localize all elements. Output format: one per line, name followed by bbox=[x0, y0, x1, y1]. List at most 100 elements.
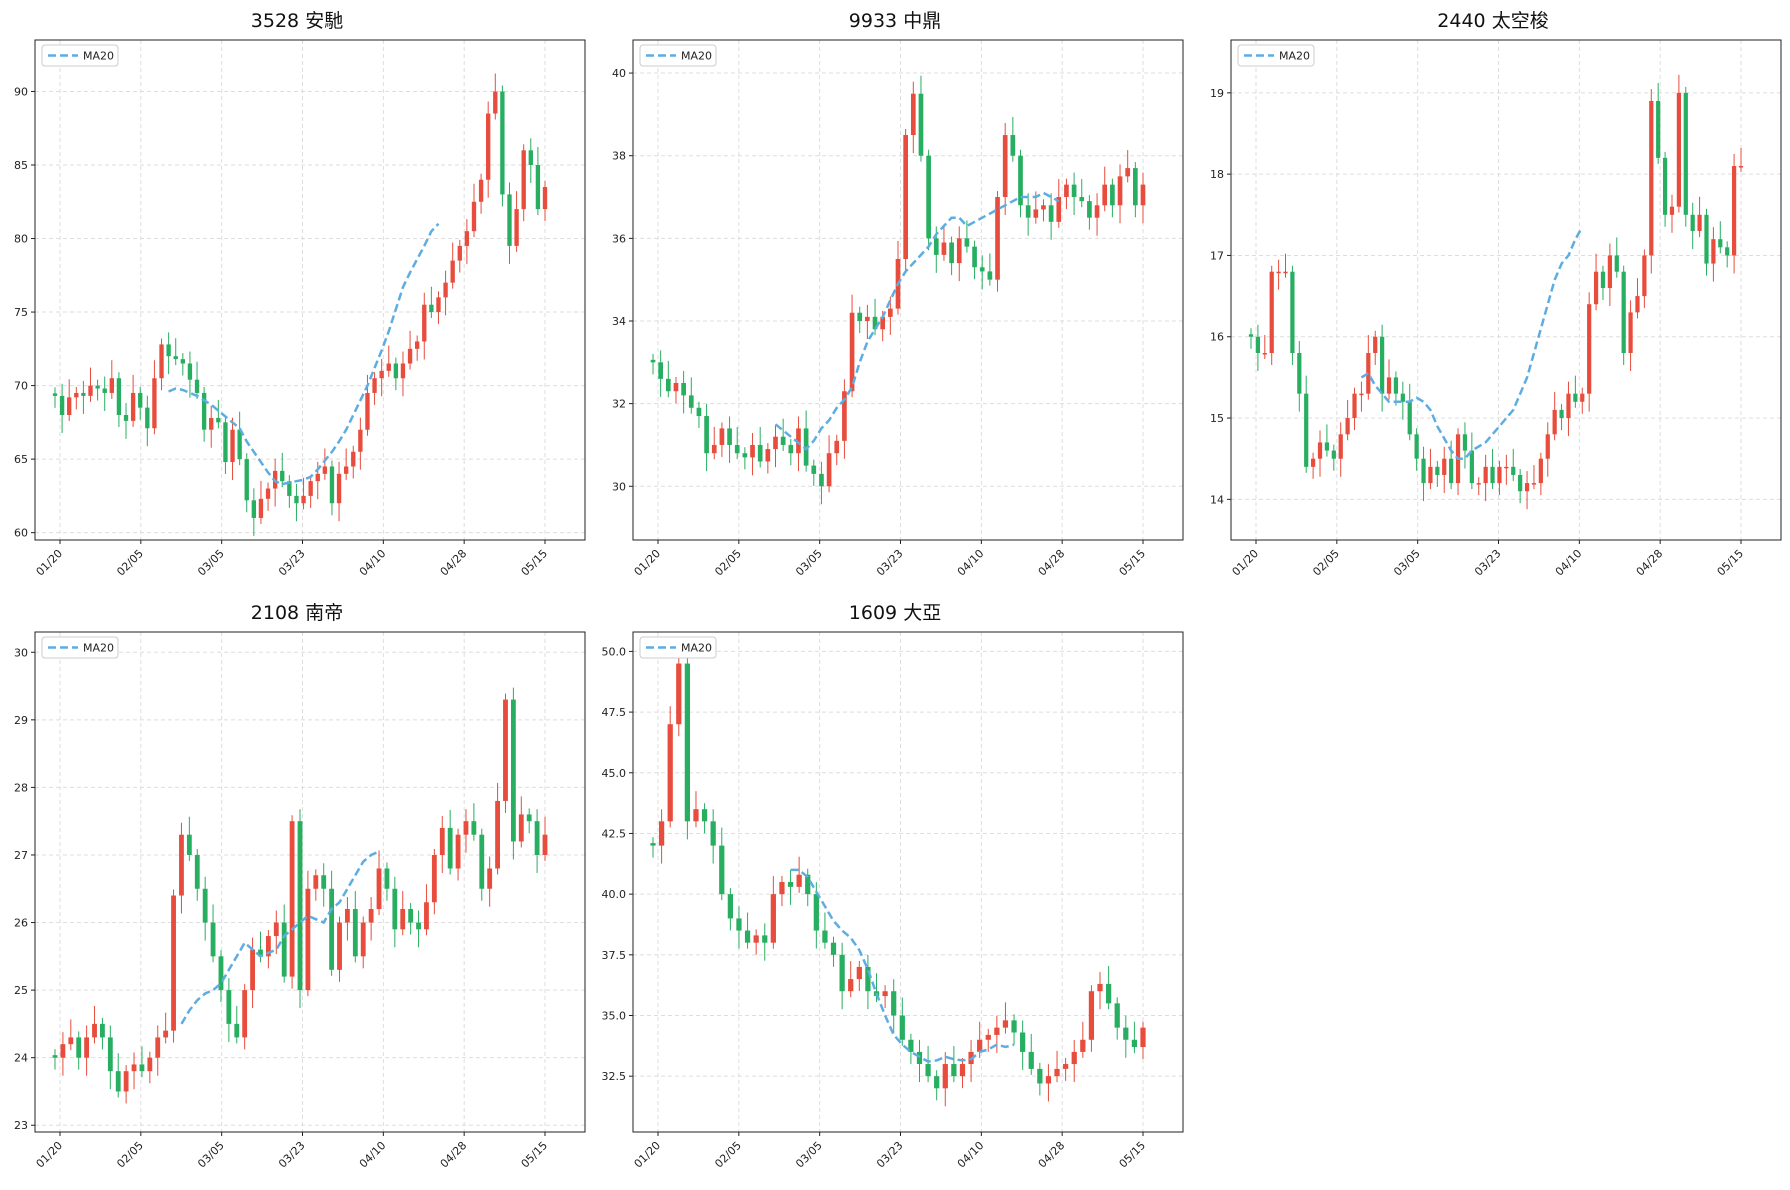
y-tick-label: 42.5 bbox=[602, 827, 627, 840]
candle-body bbox=[244, 459, 249, 501]
candle-body bbox=[265, 936, 271, 957]
candle-body bbox=[384, 868, 390, 889]
candle-body bbox=[1573, 393, 1578, 402]
candle-body bbox=[1255, 336, 1261, 354]
candle-body bbox=[1087, 201, 1092, 218]
candle-body bbox=[830, 942, 837, 955]
candle-body bbox=[872, 316, 878, 330]
candle-body bbox=[436, 297, 441, 313]
legend-box bbox=[41, 44, 119, 67]
candle-body bbox=[1504, 466, 1509, 469]
candle-body bbox=[1559, 409, 1564, 419]
candle-body bbox=[1393, 377, 1399, 394]
candle-body bbox=[1580, 393, 1585, 402]
candle-body bbox=[899, 1015, 905, 1040]
candle-body bbox=[495, 800, 500, 869]
candle-body bbox=[123, 415, 129, 421]
candle-body bbox=[865, 316, 870, 321]
candle-body bbox=[658, 821, 665, 846]
candle-body bbox=[1033, 209, 1039, 218]
candle-body bbox=[1080, 1039, 1086, 1052]
x-tick-label: 02/05 bbox=[712, 547, 744, 579]
candle-body bbox=[1018, 155, 1023, 206]
legend: MA20 bbox=[41, 44, 119, 67]
ma20-line bbox=[168, 222, 440, 486]
candle-body bbox=[882, 991, 888, 997]
candle-body bbox=[1386, 377, 1392, 394]
candle-body bbox=[1649, 100, 1654, 256]
candle-body bbox=[393, 363, 399, 379]
candle-body bbox=[1545, 434, 1550, 459]
candle-body bbox=[180, 359, 185, 364]
candle-body bbox=[1662, 157, 1668, 215]
candle-body bbox=[337, 922, 342, 970]
chart-panel: 3528 安馳 60 65 70 75 80 85 90 01/20 02/05 03/05 03/2… bbox=[0, 0, 594, 590]
x-tick-label: 04/10 bbox=[1553, 547, 1585, 579]
candle-body bbox=[1028, 1051, 1034, 1069]
candle-body bbox=[67, 397, 72, 415]
candle-body bbox=[155, 1037, 161, 1058]
candle-body bbox=[803, 428, 809, 466]
plot-frame bbox=[34, 631, 586, 1133]
candle-body bbox=[1483, 466, 1488, 484]
candle-body bbox=[139, 1064, 145, 1072]
legend: MA20 bbox=[41, 636, 119, 659]
candle-body bbox=[693, 809, 699, 822]
candle-body bbox=[822, 930, 828, 943]
candle-body bbox=[400, 363, 406, 379]
candle-body bbox=[1711, 239, 1716, 264]
candle-body bbox=[1140, 184, 1146, 206]
candle-body bbox=[995, 197, 1000, 280]
candle-body bbox=[321, 875, 327, 889]
x-tick-label: 01/20 bbox=[1230, 547, 1262, 579]
candle-body bbox=[429, 304, 434, 313]
legend: MA20 bbox=[1237, 44, 1315, 67]
candle-body bbox=[1635, 296, 1640, 313]
ma20-line bbox=[774, 191, 1060, 451]
candle-body bbox=[753, 935, 759, 943]
candle-body bbox=[1037, 1068, 1043, 1084]
candle-body bbox=[313, 875, 319, 889]
chart-panel: 9933 中鼎 30 32 34 36 38 40 01/20 02/05 03/05 03/23 0… bbox=[598, 0, 1192, 590]
candle-body bbox=[534, 821, 540, 855]
candle-body bbox=[251, 500, 257, 518]
candle-body bbox=[109, 378, 114, 393]
candle-body bbox=[329, 888, 335, 970]
candle-body bbox=[542, 834, 548, 855]
y-tick-label: 19 bbox=[1210, 87, 1224, 100]
candle-body bbox=[834, 440, 840, 454]
x-tick-label: 05/15 bbox=[1117, 1139, 1149, 1171]
candle-body bbox=[780, 436, 786, 445]
candle-body bbox=[463, 821, 469, 835]
candle-body bbox=[1690, 214, 1695, 232]
candle-body bbox=[719, 428, 725, 445]
candle-body bbox=[173, 356, 178, 360]
y-tick-label: 27 bbox=[14, 849, 28, 862]
candle-body bbox=[667, 724, 673, 822]
x-tick-label: 04/10 bbox=[357, 547, 389, 579]
y-tick-label: 45.0 bbox=[602, 767, 627, 780]
candle-body bbox=[711, 444, 717, 454]
candle-body bbox=[1064, 184, 1069, 198]
candle-body bbox=[994, 1027, 1000, 1035]
candle-body bbox=[1476, 483, 1481, 485]
candle-body bbox=[400, 909, 406, 930]
candle-body bbox=[237, 429, 242, 460]
candle-body bbox=[216, 417, 221, 423]
candle-body bbox=[1511, 466, 1516, 475]
legend-box bbox=[41, 636, 119, 659]
y-tick-label: 37.5 bbox=[602, 949, 627, 962]
candle-body bbox=[500, 91, 505, 195]
x-tick-label: 04/28 bbox=[1036, 1139, 1068, 1171]
candle-body bbox=[742, 453, 748, 458]
candle-body bbox=[1331, 450, 1336, 459]
candle-body bbox=[422, 304, 427, 342]
legend-label: MA20 bbox=[681, 642, 712, 655]
candle-body bbox=[455, 834, 461, 869]
candle-body bbox=[811, 465, 817, 474]
candle-body bbox=[171, 895, 176, 1031]
candle-body bbox=[1697, 214, 1702, 232]
candle-body bbox=[234, 1023, 240, 1038]
candle-body bbox=[1524, 483, 1530, 492]
candle-body bbox=[1079, 197, 1085, 202]
